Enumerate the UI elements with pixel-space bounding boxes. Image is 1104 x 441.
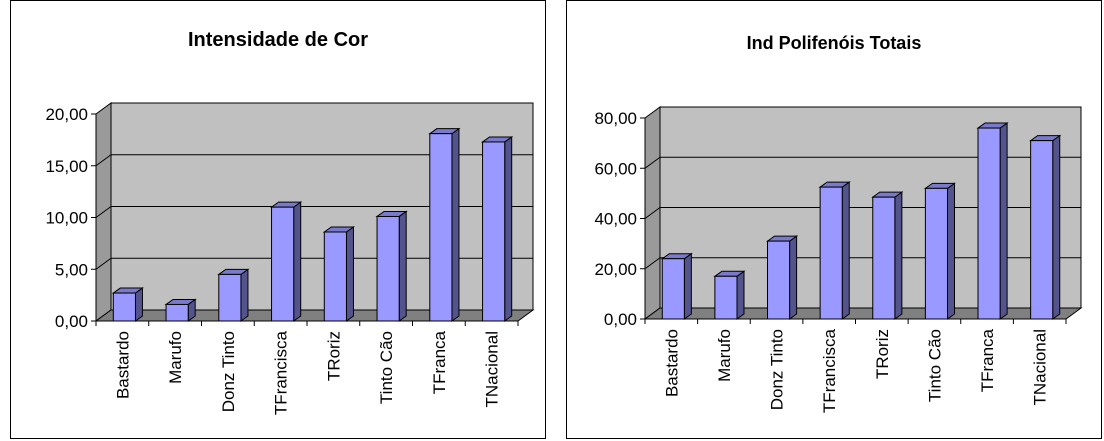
chart-intensidade-de-cor: Intensidade de Cor 0,00 5,00 10,00 15,00 20,… bbox=[10, 0, 546, 439]
bar-side bbox=[894, 191, 903, 320]
chart-plot: 0,00 5,00 10,00 15,00 20,00 Bastardo Marufo Don… bbox=[45, 102, 535, 415]
bar bbox=[111, 287, 145, 322]
gridline bbox=[644, 156, 661, 169]
bar-side bbox=[345, 226, 354, 322]
chart-title: Intensidade de Cor bbox=[187, 29, 369, 51]
x-tick-label: Marufo bbox=[166, 331, 185, 384]
bar-front bbox=[112, 292, 136, 322]
bar-side bbox=[293, 201, 302, 322]
x-tick-label: TRoriz bbox=[873, 329, 892, 379]
x-tick-label: Bastardo bbox=[113, 331, 132, 399]
bar-front bbox=[429, 133, 453, 322]
y-tick-label: 0,00 bbox=[604, 310, 637, 329]
bar bbox=[322, 226, 356, 322]
bar-side bbox=[504, 135, 513, 322]
bar bbox=[269, 201, 303, 322]
x-tick-label: TFranca bbox=[978, 328, 997, 392]
y-tick-label: 10,00 bbox=[45, 209, 88, 228]
y-tick-label: 20,00 bbox=[45, 105, 88, 124]
bar-front bbox=[977, 127, 1001, 320]
bar bbox=[976, 122, 1009, 320]
bar-side bbox=[451, 127, 460, 322]
y-tick-label: 80,00 bbox=[594, 109, 637, 128]
bar-front bbox=[323, 231, 347, 322]
plot-floor bbox=[643, 307, 1083, 320]
bar bbox=[375, 210, 408, 322]
gridline bbox=[95, 206, 112, 218]
bar-side bbox=[240, 268, 249, 322]
bar bbox=[818, 181, 851, 320]
x-tick-label: TFranca bbox=[430, 330, 449, 394]
x-tick-label: TNacional bbox=[1031, 329, 1050, 406]
x-tick-label: TFrancisca bbox=[820, 328, 839, 413]
chart-plot: 0,00 20,00 40,00 60,00 80,00 Bastardo Marufo Do… bbox=[594, 106, 1083, 413]
bar-side bbox=[398, 210, 407, 322]
chart-ind-polifenois-totais: Ind Polifenóis Totais 0,00 20,00 40,00 60,0… bbox=[566, 0, 1102, 439]
y-tick-label: 5,00 bbox=[55, 260, 88, 279]
bar bbox=[1029, 134, 1062, 320]
bar-side bbox=[736, 270, 745, 320]
gridline bbox=[95, 154, 112, 167]
plot-floor bbox=[94, 309, 535, 322]
bar bbox=[164, 298, 197, 322]
bar-side bbox=[999, 122, 1008, 320]
y-tick-label: 15,00 bbox=[45, 157, 88, 176]
bar-front bbox=[767, 240, 791, 320]
x-tick-label: Donz Tinto bbox=[219, 331, 238, 412]
bar-side bbox=[841, 181, 850, 320]
y-tick-label: 60,00 bbox=[594, 159, 637, 178]
bar bbox=[765, 235, 799, 320]
bar-front bbox=[714, 275, 738, 320]
y-tick-label: 40,00 bbox=[594, 210, 637, 229]
y-tick-label: 20,00 bbox=[594, 260, 637, 279]
x-tick-label: Tinto Cão bbox=[377, 331, 396, 404]
bar-side bbox=[683, 252, 692, 320]
bar-front bbox=[924, 187, 948, 320]
bar bbox=[428, 127, 461, 322]
bar bbox=[713, 270, 746, 320]
x-tick-label: TRoriz bbox=[324, 331, 343, 381]
chart-title: Ind Polifenóis Totais bbox=[746, 33, 922, 53]
bar-side bbox=[1052, 134, 1061, 320]
bar-front bbox=[661, 258, 685, 320]
bar-front bbox=[376, 215, 400, 322]
bar bbox=[660, 252, 693, 320]
bar bbox=[923, 182, 957, 320]
x-tick-label: Donz Tinto bbox=[768, 329, 787, 410]
gridline bbox=[644, 257, 661, 270]
bar-front bbox=[872, 196, 896, 320]
bar bbox=[480, 135, 514, 322]
bar-front bbox=[271, 206, 295, 322]
x-tick-label: TFrancisca bbox=[272, 330, 291, 415]
x-tick-label: Tinto Cão bbox=[925, 329, 944, 402]
y-tick-label: 0,00 bbox=[55, 312, 88, 331]
bar-side bbox=[134, 287, 143, 322]
bar-side bbox=[789, 235, 798, 320]
bar-side bbox=[946, 182, 955, 320]
gridline bbox=[95, 257, 112, 270]
x-tick-label: Bastardo bbox=[662, 329, 681, 397]
bar-front bbox=[165, 303, 189, 322]
bar bbox=[217, 268, 250, 322]
bar bbox=[871, 191, 904, 320]
x-tick-label: TNacional bbox=[483, 331, 502, 408]
x-tick-label: Marufo bbox=[715, 329, 734, 382]
gridline bbox=[644, 207, 661, 219]
bar-front bbox=[482, 141, 506, 322]
bar-front bbox=[1030, 140, 1054, 320]
bar-front bbox=[218, 273, 242, 322]
bar-front bbox=[819, 186, 843, 320]
